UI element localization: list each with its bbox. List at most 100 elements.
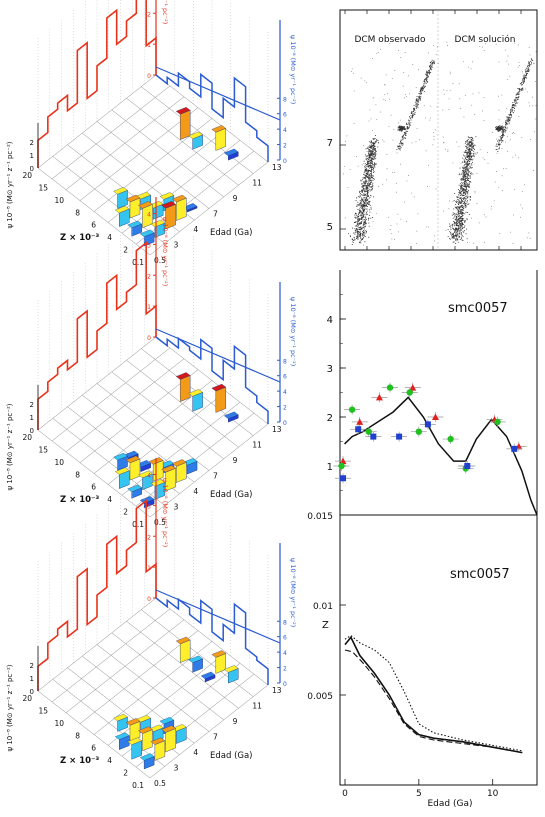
- cmd-point: [502, 137, 504, 139]
- cmd-point: [343, 173, 344, 175]
- cmd-point: [460, 236, 462, 238]
- cmd-point: [403, 126, 405, 128]
- cmd-point: [364, 168, 366, 170]
- cmd-point: [370, 146, 371, 148]
- cmd-point: [406, 220, 407, 222]
- floor-grid-line: [65, 96, 185, 190]
- cmd-point: [471, 144, 473, 146]
- cmd-point: [498, 146, 500, 148]
- cmd-point: [503, 134, 505, 136]
- sfh-fit-blue-marker: [396, 433, 403, 440]
- cmd-point: [462, 240, 464, 241]
- cmd-point: [496, 140, 498, 142]
- cmd-point: [463, 193, 465, 195]
- cmd-point: [398, 144, 400, 146]
- cmd-point: [465, 190, 467, 192]
- cmd-point: [466, 147, 468, 149]
- cmd-point: [371, 141, 373, 143]
- cmd-point: [377, 146, 379, 148]
- cmd-point: [365, 188, 367, 190]
- cmd-point: [457, 202, 459, 204]
- cmd-point: [459, 183, 461, 185]
- cmd-point: [457, 227, 459, 229]
- cmd-point: [447, 236, 449, 238]
- cmd-point: [469, 145, 471, 147]
- cmd-point: [366, 191, 368, 193]
- cmd-point: [463, 184, 465, 186]
- amr-xlabel: Edad (Ga): [428, 799, 473, 809]
- cmd-point: [366, 199, 368, 201]
- cmd-point: [358, 218, 359, 220]
- cmd-point: [472, 145, 474, 147]
- cmd-point: [402, 135, 404, 137]
- cmd-point: [464, 204, 466, 206]
- z-tick-label: 15: [38, 445, 48, 454]
- cmd-point: [426, 70, 428, 72]
- cmd-point: [356, 236, 358, 238]
- cmd-point: [402, 129, 404, 131]
- sfh-fit-ytick-label: 1: [327, 462, 333, 473]
- cmd-point: [369, 147, 371, 148]
- cmd-point: [510, 139, 511, 141]
- cmd-point: [363, 233, 365, 235]
- cmd-point: [399, 128, 401, 130]
- cmd-point: [365, 232, 367, 234]
- cmd-point: [370, 157, 372, 159]
- cmd-point: [453, 237, 455, 239]
- cmd-point: [361, 189, 363, 191]
- cmd-point: [359, 206, 361, 208]
- cmd-point: [465, 177, 467, 179]
- cmd-point: [398, 126, 400, 128]
- cmd-point: [363, 232, 365, 234]
- solution-sfh-link: [155, 66, 281, 121]
- cmd-point: [398, 122, 400, 124]
- cmd-point: [362, 208, 364, 210]
- cmd-point: [462, 208, 464, 210]
- cmd-point: [412, 110, 414, 112]
- cmd-point: [521, 84, 523, 86]
- cmd-point: [356, 216, 358, 218]
- cmd-point: [370, 183, 372, 185]
- cmd-point: [460, 206, 462, 208]
- amr-dashed-line: [344, 649, 523, 754]
- cmd-point: [359, 208, 361, 210]
- observed-sfh-label: ψ 10⁻⁸ (M⊙ yr⁻¹ pc⁻²): [161, 0, 169, 24]
- cmd-point: [469, 157, 471, 159]
- cmd-point: [455, 235, 456, 236]
- cmd-point: [458, 225, 459, 227]
- cmd-point: [470, 142, 472, 144]
- cmd-point: [372, 144, 374, 146]
- cmd-point: [459, 216, 461, 218]
- cmd-point: [365, 174, 367, 176]
- cmd-point: [370, 162, 371, 164]
- cmd-point: [367, 199, 369, 201]
- cmd-point: [462, 188, 464, 189]
- cmd-point: [496, 126, 498, 128]
- cmd-point: [467, 155, 469, 157]
- cmd-point: [369, 155, 371, 157]
- cmd-point: [429, 64, 431, 66]
- cmd-point: [376, 119, 378, 121]
- cmd-point: [461, 239, 463, 241]
- age-tick-label: 4: [193, 225, 198, 234]
- cmd-point: [463, 231, 465, 233]
- cmd-point: [373, 154, 375, 156]
- cmd-point: [364, 180, 366, 182]
- cmd-point: [370, 154, 372, 156]
- cmd-point: [512, 104, 514, 105]
- z-tick-label: 8: [75, 208, 80, 217]
- cmd-point: [461, 200, 463, 202]
- cmd-point: [467, 185, 469, 187]
- cmd-point: [453, 236, 455, 238]
- cmd-point: [374, 149, 376, 151]
- cmd-point: [425, 83, 427, 84]
- cmd-point: [366, 190, 368, 192]
- cmd-point: [370, 147, 372, 148]
- cmd-point: [362, 239, 364, 241]
- cmd-point: [343, 165, 345, 167]
- cmd-point: [433, 45, 434, 46]
- cmd-point: [361, 228, 363, 230]
- cmd-point: [365, 158, 367, 160]
- cmd-point: [456, 229, 458, 231]
- cmd-point: [513, 99, 515, 101]
